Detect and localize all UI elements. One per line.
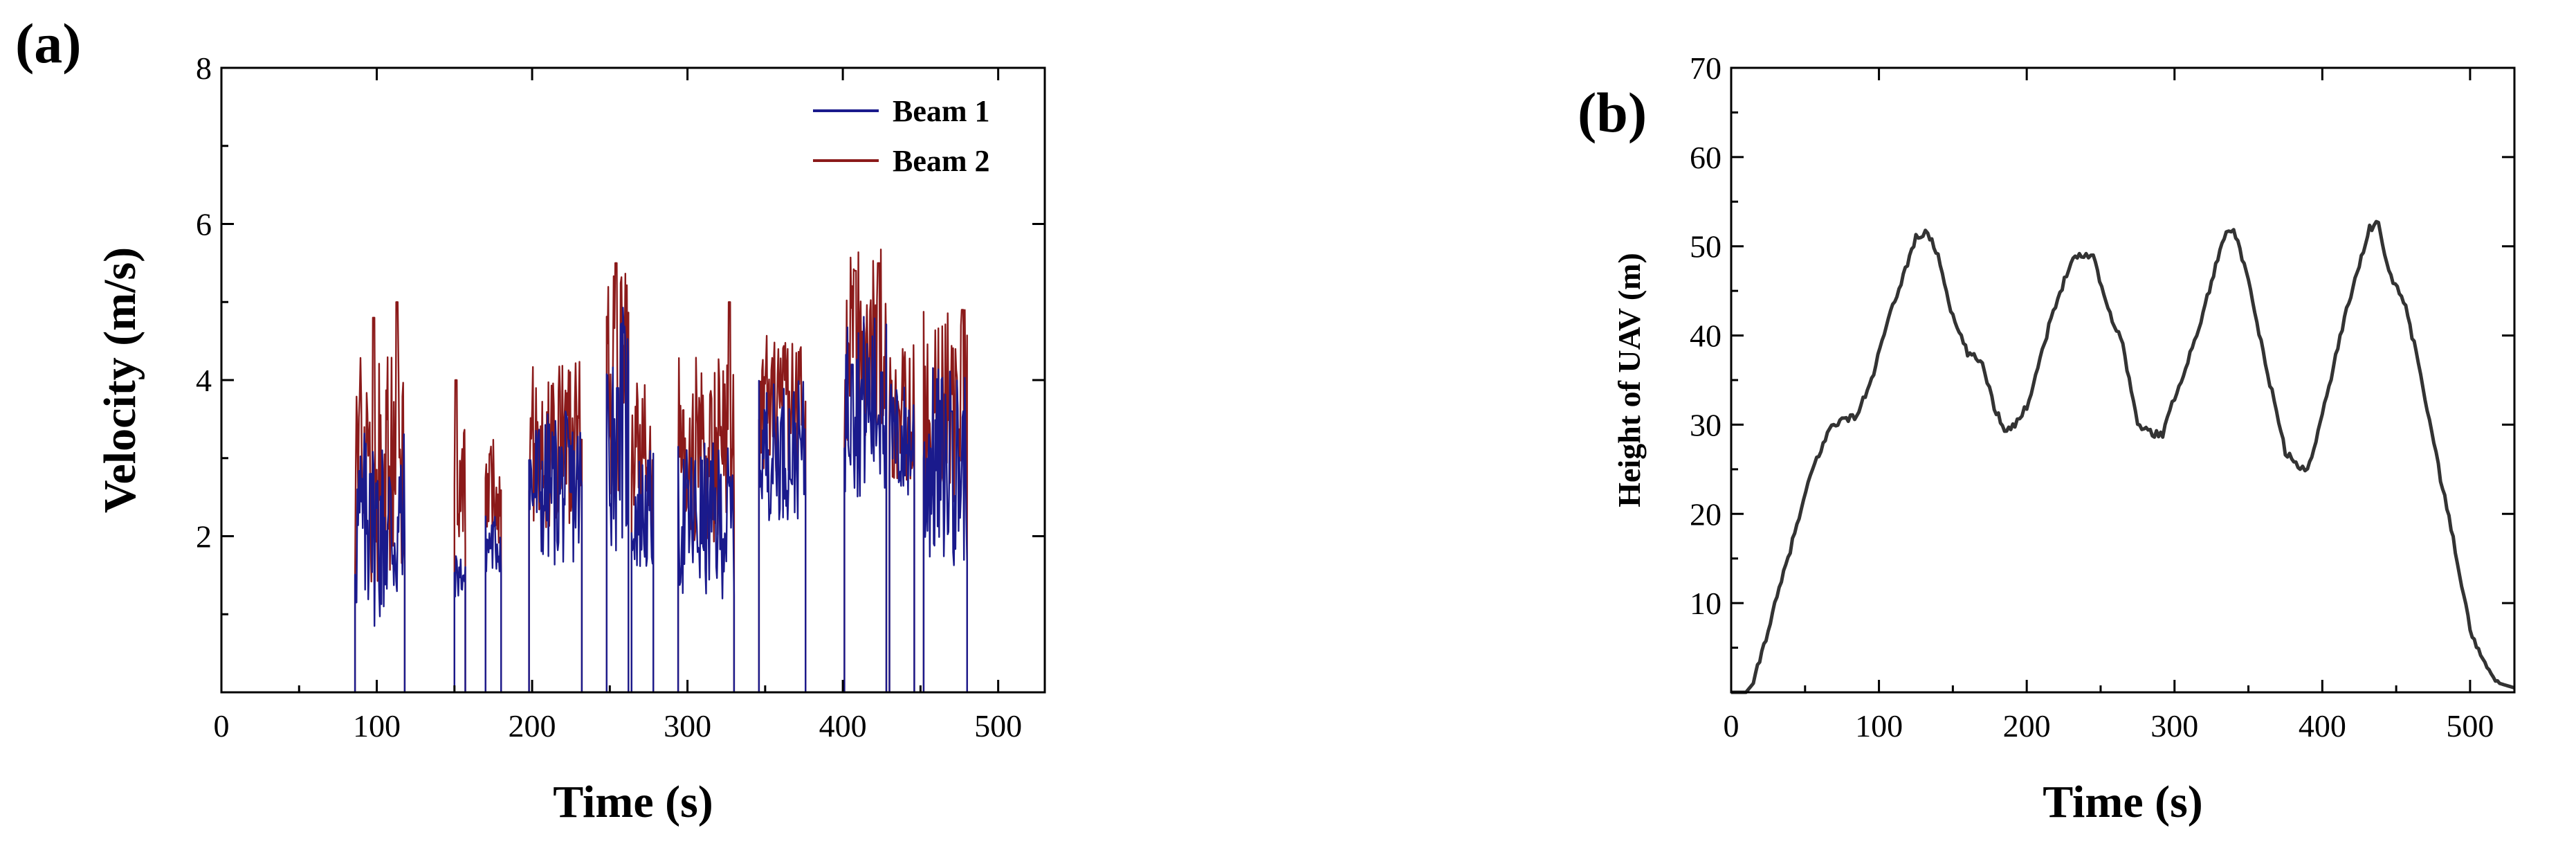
panel-label-a: (a) <box>15 12 82 75</box>
velocity-x-axis-title: Time (s) <box>553 777 713 827</box>
x-tick-label: 300 <box>664 708 711 744</box>
y-tick-label: 20 <box>1690 496 1721 532</box>
y-tick-label: 70 <box>1690 51 1721 86</box>
height-axes: 0 100 200 300 400 500 10 20 30 40 50 60 70 <box>1690 51 2516 744</box>
velocity-legend: Beam 1 Beam 2 <box>813 94 990 178</box>
velocity-chart: (a) 0 100 200 300 400 500 2 4 6 8 Time (s) Veloci… <box>15 12 1046 827</box>
height-chart: (b) 0 100 200 300 400 500 10 20 30 40 50 60 70 Time … <box>1578 51 2516 827</box>
x-tick-label: 0 <box>214 708 230 744</box>
x-tick-label: 200 <box>2003 708 2051 744</box>
y-tick-label: 30 <box>1690 407 1721 442</box>
velocity-y-axis-title: Velocity (m/s) <box>95 247 145 513</box>
legend-label-beam-2: Beam 2 <box>893 144 990 178</box>
panel-label-b: (b) <box>1578 81 1647 144</box>
y-tick-label: 50 <box>1690 229 1721 264</box>
x-tick-label: 500 <box>974 708 1022 744</box>
legend-label-beam-1: Beam 1 <box>893 94 990 128</box>
y-tick-label: 10 <box>1690 586 1721 621</box>
y-tick-label: 60 <box>1690 140 1721 175</box>
velocity-plot-area <box>221 249 1045 692</box>
y-tick-label: 8 <box>196 51 212 86</box>
series-line-beam-1 <box>221 307 1045 692</box>
x-tick-label: 0 <box>1724 708 1739 744</box>
x-tick-label: 100 <box>353 708 401 744</box>
x-tick-label: 400 <box>819 708 867 744</box>
y-tick-label: 40 <box>1690 318 1721 354</box>
height-x-axis-title: Time (s) <box>2043 777 2203 827</box>
height-y-axis-title: Height of UAV (m) <box>1611 253 1647 507</box>
x-tick-label: 400 <box>2299 708 2346 744</box>
plot-frame <box>1730 66 2516 694</box>
x-tick-label: 100 <box>1855 708 1903 744</box>
y-tick-label: 4 <box>196 363 212 398</box>
series-line-height <box>1731 219 2515 694</box>
x-tick-label: 300 <box>2150 708 2198 744</box>
height-plot-area <box>1731 219 2515 694</box>
velocity-axes: 0 100 200 300 400 500 2 4 6 8 <box>196 51 1046 744</box>
series-line-beam-2 <box>221 249 1045 692</box>
x-tick-label: 500 <box>2446 708 2494 744</box>
y-tick-label: 6 <box>196 207 212 242</box>
y-tick-label: 2 <box>196 519 212 555</box>
x-tick-label: 200 <box>509 708 556 744</box>
